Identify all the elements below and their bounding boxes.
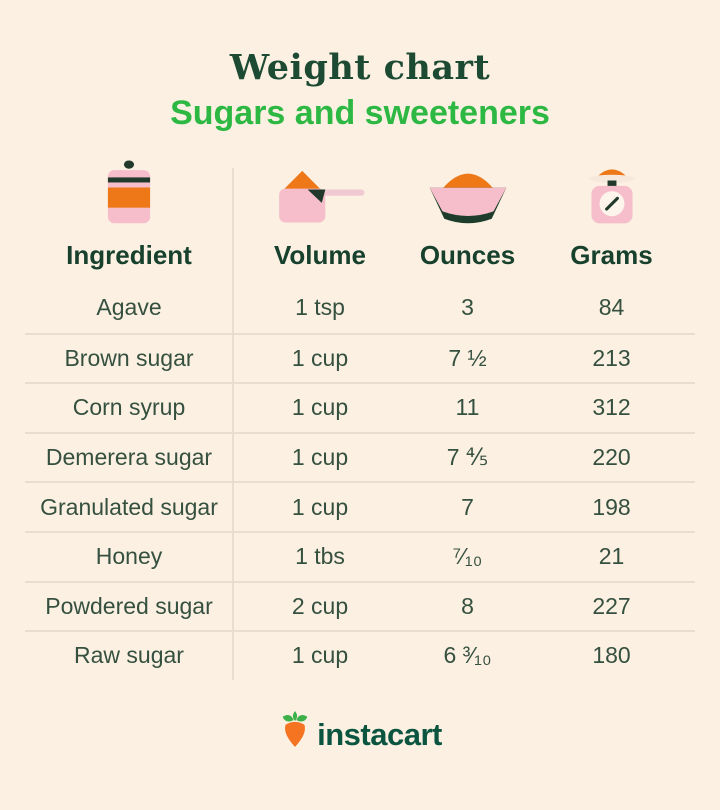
measuring-scoop-icon — [233, 160, 407, 228]
volume-cell: 1 cup — [291, 493, 349, 520]
ingredient-cell: Raw sugar — [74, 642, 184, 669]
table-row-demerera-sugar: Demerera sugar 1 cup 7 ⅘ 220 — [25, 431, 695, 482]
column-header-row: Ingredient Volume Ounces Grams — [25, 228, 695, 283]
table-row-granulated-sugar: Granulated sugar 1 cup 7 198 — [25, 481, 695, 531]
ingredient-cell: Honey — [95, 543, 163, 570]
ingredient-cell: Demerera sugar — [45, 444, 213, 471]
sugar-bowl-icon — [407, 160, 528, 228]
kitchen-scale-icon — [528, 160, 695, 228]
column-header-ounces: Ounces — [419, 240, 516, 270]
column-header-grams: Grams — [570, 240, 653, 270]
grams-cell: 180 — [592, 642, 631, 669]
grams-cell: 21 — [598, 543, 625, 570]
volume-cell: 1 cup — [291, 444, 349, 471]
table-row-powdered-sugar: Powdered sugar 2 cup 8 227 — [25, 580, 695, 631]
volume-cell: 2 cup — [291, 592, 349, 619]
volume-cell: 1 cup — [291, 642, 349, 669]
ingredient-cell: Powdered sugar — [45, 592, 213, 619]
table-row-raw-sugar: Raw sugar 1 cup 6 ³⁄₁₀ 180 — [25, 630, 695, 680]
vertical-divider — [232, 168, 234, 680]
sugar-jar-icon — [25, 160, 233, 228]
ingredient-cell: Granulated sugar — [40, 493, 218, 520]
ounces-cell: 6 ³⁄₁₀ — [443, 642, 492, 669]
ounces-cell: 7 ⅘ — [446, 444, 489, 471]
table-row-honey: Honey 1 tbs ⁷⁄₁₀ 21 — [25, 530, 695, 581]
icon-row — [25, 160, 695, 228]
ounces-cell: 7 — [461, 493, 474, 520]
volume-cell: 1 cup — [291, 394, 349, 421]
ingredient-cell: Brown sugar — [64, 344, 194, 371]
ounces-cell: 3 — [461, 294, 474, 321]
volume-cell: 1 tsp — [295, 294, 345, 321]
instacart-logo: instacart — [0, 711, 720, 753]
page-title: Weight chart — [229, 47, 491, 88]
page-subtitle: Sugars and sweeteners — [170, 94, 550, 133]
ounces-cell: 8 — [461, 592, 474, 619]
grams-cell: 198 — [592, 493, 631, 520]
volume-cell: 1 cup — [291, 344, 349, 371]
weight-table: Ingredient Volume Ounces Grams Agave 1 t… — [25, 160, 695, 680]
grams-cell: 213 — [592, 344, 631, 371]
ounces-cell: 11 — [455, 394, 480, 421]
table-row-brown-sugar: Brown sugar 1 cup 7 ½ 213 — [25, 332, 695, 383]
header: Weight chart Sugars and sweeteners — [0, 47, 720, 133]
column-header-volume: Volume — [274, 240, 366, 270]
grams-cell: 227 — [592, 592, 631, 619]
table-row-agave: Agave 1 tsp 3 84 — [25, 283, 695, 333]
grams-cell: 312 — [592, 394, 631, 421]
ounces-cell: ⁷⁄₁₀ — [452, 543, 483, 570]
grams-cell: 84 — [598, 294, 625, 321]
column-header-ingredient: Ingredient — [66, 240, 192, 270]
table-row-corn-syrup: Corn syrup 1 cup 11 312 — [25, 382, 695, 432]
brand-wordmark: instacart — [317, 716, 442, 752]
ounces-cell: 7 ½ — [448, 344, 487, 371]
volume-cell: 1 tbs — [295, 543, 345, 570]
carrot-icon — [278, 710, 312, 753]
ingredient-cell: Corn syrup — [72, 394, 186, 421]
ingredient-cell: Agave — [96, 294, 162, 321]
grams-cell: 220 — [592, 444, 631, 471]
